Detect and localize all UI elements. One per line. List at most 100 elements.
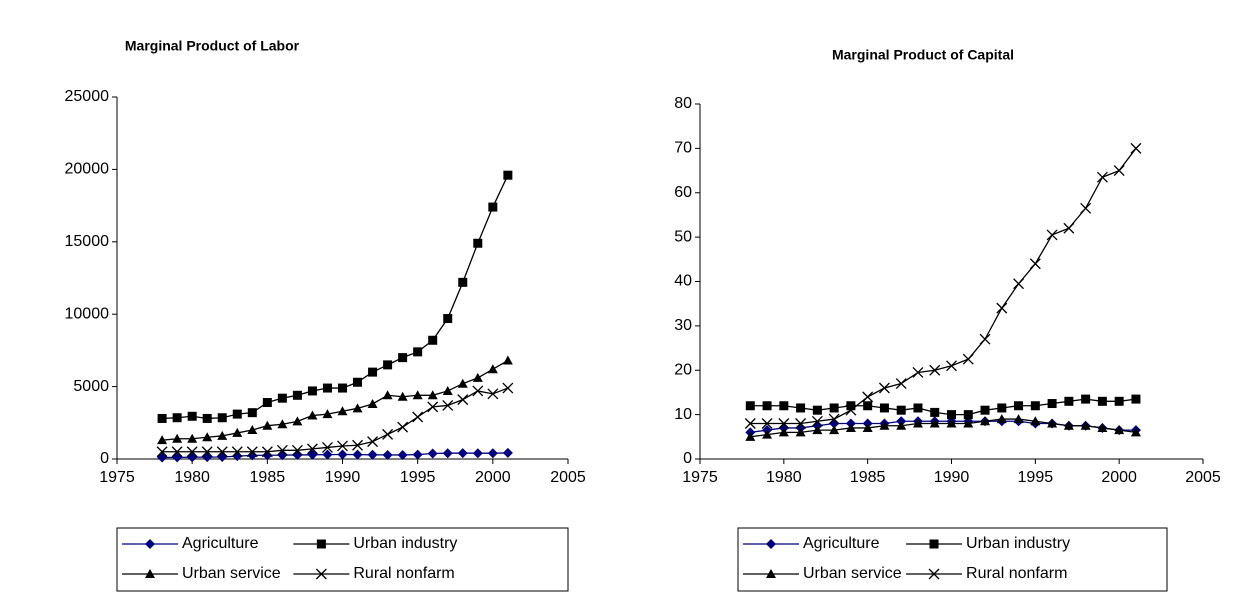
marker-x [261,446,273,458]
legend-box [116,527,569,592]
marker-diamond [145,539,155,549]
marker-square [745,401,755,411]
marker-triangle [247,425,258,435]
marker-square [1114,396,1124,406]
y-tick-label: 10000 [65,305,110,322]
marker-square [247,408,257,418]
marker-x [291,444,303,456]
x-tick-label: 1980 [766,469,802,486]
marker-triangle [896,420,907,430]
marker-square [980,405,990,415]
x-tick-label: 1995 [400,469,436,486]
marker-square [172,413,182,423]
series-line [162,452,508,459]
marker-triangle [996,414,1007,424]
y-tick-label: 30 [674,317,692,334]
y-tick-label: 15000 [65,233,110,250]
chart-title: Marginal Product of Labor [125,38,300,54]
marker-triangle [1130,427,1141,437]
marker-square [443,314,453,324]
marker-square [277,393,287,403]
marker-x [912,367,924,378]
legend-label: Urban service [803,565,902,582]
y-tick-label: 40 [674,273,692,290]
marker-x [472,385,484,397]
marker-triangle [202,432,213,442]
marker-diamond [352,449,363,460]
marker-square [383,360,393,370]
marker-triangle [1063,420,1074,430]
legend-label: Agriculture [182,535,259,552]
y-tick-label: 80 [674,95,692,112]
marker-x [367,436,379,448]
marker-square [292,390,302,400]
marker-square [353,377,363,387]
marker-x [962,353,974,365]
marker-square [846,401,856,411]
marker-diamond [412,449,423,460]
marker-x [246,446,258,458]
x-tick-label: 1975 [682,469,718,486]
marker-square [398,353,408,363]
marker-square [1097,396,1107,406]
marker-triangle [397,391,408,401]
marker-diamond [397,449,408,460]
marker-x [795,418,807,429]
marker-square [322,383,332,393]
marker-diamond [766,539,776,549]
marker-triangle [1080,420,1091,430]
marker-x [1130,142,1142,154]
marker-x [315,568,327,580]
marker-triangle [337,406,348,416]
marker-diamond [487,448,498,459]
legend-box [737,527,1168,592]
marker-x [996,302,1008,314]
marker-x [442,399,454,411]
marker-triangle [262,420,273,430]
x-tick-label: 2000 [1101,469,1137,486]
marker-x [929,364,941,376]
marker-diamond [202,452,213,463]
marker-square [187,411,197,421]
marker-x [1080,202,1092,214]
marker-diamond [322,449,333,460]
marker-square [157,413,167,423]
marker-x [502,382,514,394]
marker-triangle [172,433,183,443]
marker-square [413,347,423,357]
marker-triangle [829,425,840,435]
marker-x [412,411,424,423]
marker-square [488,202,498,212]
y-tick-label: 20000 [65,161,110,178]
marker-triangle [472,372,483,382]
marker-square [316,539,326,549]
marker-square [896,405,906,415]
legend-label: Agriculture [803,535,880,552]
marker-square [930,407,940,417]
marker-diamond [292,449,303,460]
x-tick-label: 1975 [99,469,135,486]
marker-square [1047,399,1057,409]
marker-square [796,403,806,413]
marker-x [778,418,790,429]
y-tick-label: 70 [674,140,692,157]
marker-square [1131,394,1141,404]
marker-square [503,170,513,180]
marker-x [201,446,213,458]
marker-triangle [367,398,378,408]
y-tick-label: 25000 [65,88,110,105]
marker-square [913,403,923,413]
marker-square [202,413,212,423]
marker-square [473,238,483,248]
y-tick-label: 10 [674,406,692,423]
marker-x [156,446,168,458]
marker-x [397,421,409,433]
marker-triangle [946,418,957,428]
marker-x [487,388,499,400]
marker-diamond [382,449,393,460]
x-tick-label: 1985 [250,469,286,486]
marker-square [217,413,227,423]
marker-x [382,428,394,440]
marker-triangle [352,403,363,413]
